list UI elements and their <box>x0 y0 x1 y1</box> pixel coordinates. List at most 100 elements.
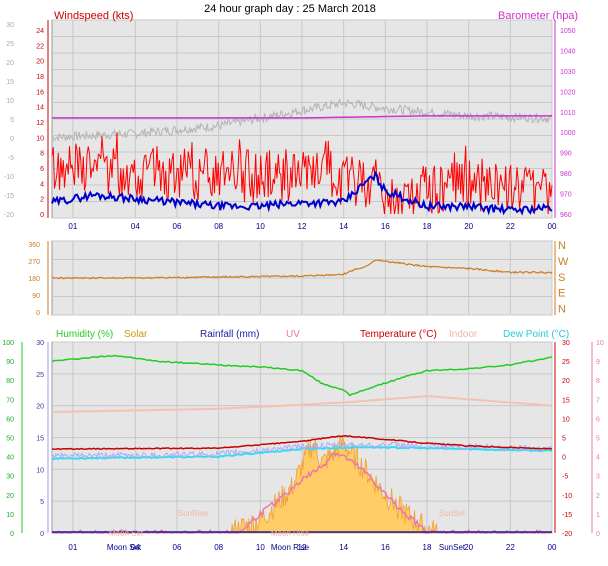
dir-tick-label: 90 <box>32 293 40 300</box>
x-tick-label: 04 <box>131 543 140 552</box>
uv-legend: UV <box>286 329 300 340</box>
moonrise-label-inner: Moon Rise <box>271 529 310 538</box>
humidity-tick-label: 70 <box>6 397 14 404</box>
sunrise-label: SunRise <box>178 509 209 518</box>
moonrise-label: Moon Rise <box>271 543 310 552</box>
x-tick-label: 01 <box>68 222 77 231</box>
uv-tick-label: 9 <box>596 359 600 366</box>
wind-tick-label: 8 <box>40 151 44 158</box>
x-tick-label: 08 <box>214 543 223 552</box>
solar-area <box>52 435 552 535</box>
outer-tick-label: -20 <box>4 212 14 219</box>
x-tick-label: 06 <box>173 543 182 552</box>
temp-tick-label: 15 <box>562 397 570 404</box>
temp-tick-label: 25 <box>562 359 570 366</box>
rainfall-legend: Rainfall (mm) <box>200 329 259 340</box>
uv-tick-label: 8 <box>596 378 600 385</box>
humidity-tick-label: 40 <box>6 455 14 462</box>
dewpoint-legend: Dew Point (°C) <box>503 329 569 340</box>
x-tick-label: 20 <box>464 222 473 231</box>
rain-tick-label: 5 <box>40 499 44 506</box>
outer-tick-label: 25 <box>6 41 14 48</box>
uv-tick-label: 4 <box>596 455 600 462</box>
x-tick-label: 00 <box>548 222 557 231</box>
indoor-legend: Indoor <box>449 329 478 340</box>
x-tick-label: 04 <box>131 222 140 231</box>
compass-label: N <box>558 304 566 316</box>
humidity-tick-label: 0 <box>10 531 14 538</box>
outer-tick-label: 0 <box>10 136 14 143</box>
temperature-legend: Temperature (°C) <box>360 329 437 340</box>
baro-tick-label: 1040 <box>560 48 576 55</box>
temp-tick-label: 10 <box>562 416 570 423</box>
temp-tick-label: -10 <box>562 493 572 500</box>
compass-label: S <box>558 272 565 284</box>
rain-tick-label: 10 <box>36 467 44 474</box>
x-tick-label: 16 <box>381 543 390 552</box>
sunset-label-axis: SunSet <box>439 543 466 552</box>
compass-label: W <box>558 256 569 268</box>
dir-tick-label: 360 <box>28 242 40 249</box>
temp-tick-label: 20 <box>562 378 570 385</box>
uv-tick-label: 1 <box>596 512 600 519</box>
baro-tick-label: 980 <box>560 171 572 178</box>
moonset-label-inner: Moon Set <box>109 529 144 538</box>
humidity-series <box>51 354 553 397</box>
outer-tick-label: 15 <box>6 79 14 86</box>
humidity-tick-label: 100 <box>2 340 14 347</box>
rain-tick-label: 0 <box>40 531 44 538</box>
x-tick-label: 12 <box>298 222 307 231</box>
baro-tick-label: 990 <box>560 151 572 158</box>
x-tick-label: 14 <box>339 543 348 552</box>
baro-tick-label: 1000 <box>560 130 576 137</box>
baro-tick-label: 1010 <box>560 110 576 117</box>
wind-direction-series <box>51 259 553 280</box>
grey-temp-series <box>51 97 553 142</box>
dir-tick-label: 180 <box>28 276 40 283</box>
x-tick-label: 22 <box>506 543 515 552</box>
x-tick-label: 12 <box>298 543 307 552</box>
sunset-label: SunSet <box>439 509 466 518</box>
temp-tick-label: -20 <box>562 531 572 538</box>
wind-tick-label: 22 <box>36 43 44 50</box>
wind-tick-label: 0 <box>40 212 44 219</box>
rain-tick-label: 15 <box>36 436 44 443</box>
rain-tick-label: 30 <box>36 340 44 347</box>
uv-tick-label: 7 <box>596 397 600 404</box>
x-tick-label: 10 <box>256 543 265 552</box>
rain-tick-label: 20 <box>36 404 44 411</box>
uv-tick-label: 6 <box>596 416 600 423</box>
solar-legend: Solar <box>124 329 148 340</box>
humidity-tick-label: 30 <box>6 474 14 481</box>
feels-series <box>51 441 553 461</box>
moonset-label: Moon Set <box>107 543 142 552</box>
wind-tick-label: 16 <box>36 89 44 96</box>
x-tick-label: 18 <box>423 222 432 231</box>
outer-tick-label: 5 <box>10 117 14 124</box>
wind-avg-series <box>51 170 553 216</box>
x-tick-label: 18 <box>423 543 432 552</box>
baro-tick-label: 960 <box>560 212 572 219</box>
humidity-tick-label: 80 <box>6 378 14 385</box>
indoor-series <box>51 395 553 413</box>
barometer-series <box>52 115 552 119</box>
x-tick-label: 16 <box>381 222 390 231</box>
page-title: 24 hour graph day : 25 March 2018 <box>204 3 376 15</box>
outer-tick-label: -5 <box>8 155 14 162</box>
temp-tick-label: 30 <box>562 340 570 347</box>
uv-tick-label: 0 <box>596 531 600 538</box>
temp-tick-label: -5 <box>562 474 568 481</box>
temp-tick-label: 5 <box>562 436 566 443</box>
humidity-tick-label: 10 <box>6 512 14 519</box>
outer-tick-label: -10 <box>4 174 14 181</box>
x-tick-label: 08 <box>214 222 223 231</box>
rain-tick-label: 25 <box>36 372 44 379</box>
wind-gust-series <box>51 132 553 215</box>
humidity-tick-label: 50 <box>6 436 14 443</box>
temp-tick-label: -15 <box>562 512 572 519</box>
humidity-tick-label: 90 <box>6 359 14 366</box>
wind-tick-label: 10 <box>36 135 44 142</box>
x-tick-label: 22 <box>506 222 515 231</box>
